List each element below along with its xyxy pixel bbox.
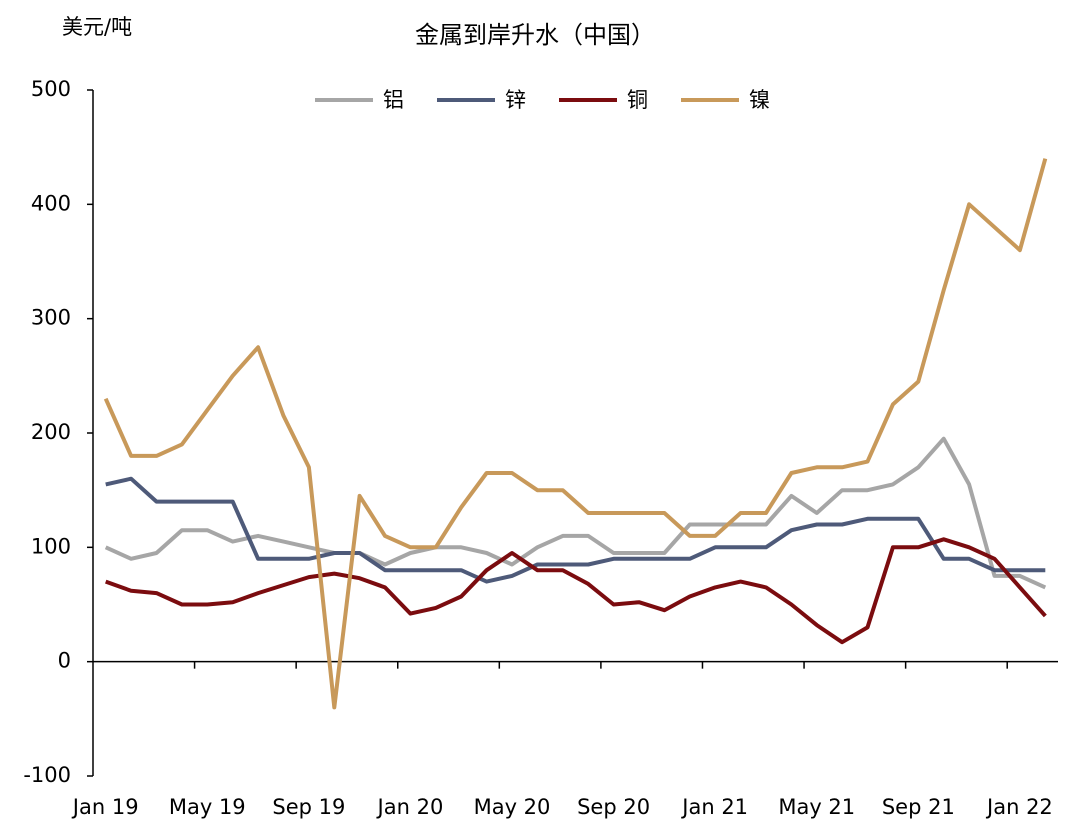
legend-label: 铝 <box>383 88 404 112</box>
x-tick-label: Sep 21 <box>882 795 955 819</box>
y-unit: 美元/吨 <box>62 15 132 39</box>
x-tick-label: May 20 <box>474 795 551 819</box>
legend-label: 锌 <box>505 88 526 112</box>
legend-label: 铜 <box>627 88 648 112</box>
series-line <box>103 158 1048 710</box>
y-tick-label: -100 <box>23 763 71 787</box>
y-tick-label: 200 <box>31 420 71 444</box>
legend-label: 镍 <box>749 88 770 112</box>
x-tick-label: May 21 <box>778 795 855 819</box>
series-line <box>105 476 1046 584</box>
y-tick-label: 0 <box>58 649 71 673</box>
x-tick-label: Jan 19 <box>71 795 139 819</box>
y-tick-label: 300 <box>31 306 71 330</box>
x-tick-label: May 19 <box>169 795 246 819</box>
series-line <box>104 436 1047 590</box>
x-tick-label: Jan 20 <box>376 795 444 819</box>
y-tick-label: 100 <box>31 534 71 558</box>
x-tick-label: Sep 19 <box>272 795 345 819</box>
x-tick-label: Jan 22 <box>985 795 1053 819</box>
y-tick-label: 500 <box>31 77 71 101</box>
chart-title: 金属到岸升水（中国） <box>415 21 655 49</box>
series-line <box>105 537 1047 645</box>
x-tick-label: Jan 21 <box>680 795 748 819</box>
x-tick-label: Sep 20 <box>577 795 650 819</box>
y-tick-label: 400 <box>31 191 71 215</box>
